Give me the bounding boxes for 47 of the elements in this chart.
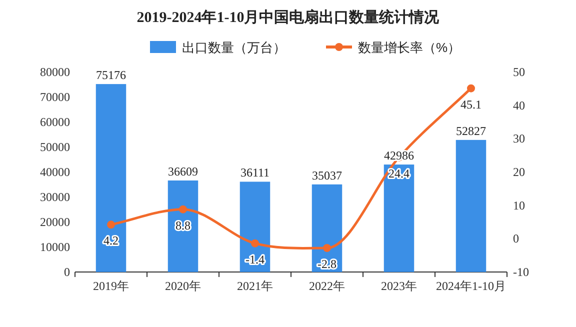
y2-tick-label: 0: [513, 232, 519, 246]
data-label: 75176: [96, 68, 126, 82]
y-tick-label: 20000: [40, 215, 70, 229]
y2-tick-label: -10: [513, 265, 529, 279]
x-tick-label: 2021年: [237, 279, 273, 293]
data-label: 45.1: [460, 97, 482, 112]
data-label: 36609: [168, 164, 198, 178]
point: [251, 239, 259, 248]
data-label: 35037: [312, 168, 342, 182]
y-tick-label: 80000: [40, 65, 70, 79]
point: [467, 84, 475, 92]
y-tick-label: 40000: [40, 165, 70, 179]
data-label: -1.4: [246, 252, 264, 266]
y2-tick-label: 10: [513, 198, 525, 212]
legend-label: 数量增长率（%）: [358, 40, 461, 55]
x-tick-label: 2019年: [93, 279, 129, 293]
x-tick-label: 2023年: [381, 279, 417, 293]
bar: [96, 84, 126, 272]
bar: [168, 180, 198, 272]
bar: [456, 140, 486, 272]
point: [179, 205, 187, 214]
y-tick-label: 50000: [40, 140, 70, 154]
data-label: 8.8: [176, 218, 190, 232]
y2-tick-label: 20: [513, 165, 525, 179]
y-tick-label: 30000: [40, 190, 70, 204]
y2-tick-label: 50: [513, 65, 525, 79]
y-tick-label: 60000: [40, 115, 70, 129]
legend-label: 出口数量（万台）: [182, 40, 286, 55]
bar: [312, 184, 342, 272]
y-tick-label: 10000: [40, 240, 70, 254]
chart-title: 2019-2024年1-10月中国电扇出口数量统计情况: [136, 8, 440, 26]
data-label: 4.2: [104, 234, 118, 248]
point: [107, 220, 115, 229]
bar: [240, 182, 270, 272]
x-tick-label: 2024年1-10月: [436, 279, 506, 293]
data-label: -2.8: [318, 257, 336, 271]
y-tick-label: 0: [64, 265, 70, 279]
data-label: 24.4: [388, 166, 410, 180]
y-tick-label: 70000: [40, 90, 70, 104]
data-label: 52827: [456, 124, 486, 138]
point: [323, 244, 331, 252]
bar: [384, 164, 414, 272]
data-label: 36111: [240, 166, 270, 180]
y2-tick-label: 40: [513, 98, 525, 112]
y2-tick-label: 30: [513, 132, 525, 146]
x-tick-label: 2022年: [309, 279, 345, 293]
x-tick-label: 2020年: [165, 279, 201, 293]
